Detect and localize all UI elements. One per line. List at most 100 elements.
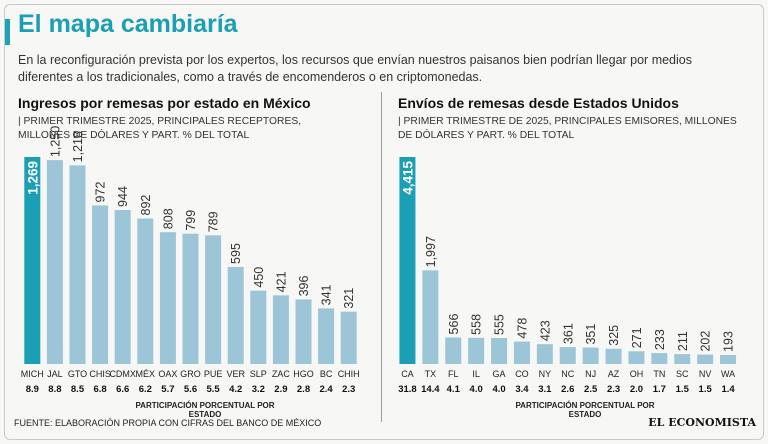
- right-bar-ny: [536, 344, 553, 364]
- left-category-label: GTO: [68, 369, 87, 379]
- right-bar-nc: [559, 347, 576, 364]
- left-bar-jal: [46, 160, 63, 364]
- right-value-label: 361: [561, 323, 575, 344]
- left-value-label: 341: [320, 284, 334, 305]
- left-bar-hgo: [295, 299, 312, 364]
- right-share-label: 4.0: [492, 384, 505, 395]
- left-share-label: 3.2: [252, 384, 265, 395]
- left-value-label: 972: [94, 182, 108, 203]
- left-share-label: 4.2: [229, 384, 242, 395]
- right-bar-ga: [491, 337, 508, 364]
- right-bar-il: [468, 337, 485, 364]
- page-title: El mapa cambiaría: [18, 10, 238, 38]
- right-bar-wa: [720, 354, 737, 364]
- left-value-label: 595: [229, 243, 243, 264]
- right-value-label: 202: [699, 331, 713, 352]
- publisher-logo: EL ECONOMISTA: [648, 416, 756, 429]
- left-bar-oax: [159, 232, 176, 364]
- right-bar-oh: [628, 351, 645, 364]
- right-bar-sc: [674, 354, 691, 364]
- right-share-label: 3.4: [515, 384, 529, 395]
- right-category-label: OH: [630, 369, 644, 379]
- left-bar-pue: [205, 235, 222, 364]
- left-share-label: 5.6: [184, 384, 197, 395]
- intro-paragraph: En la reconfiguración prevista por los e…: [18, 53, 692, 84]
- left-share-label: 8.5: [71, 384, 85, 395]
- left-category-label: MICH: [21, 369, 44, 379]
- source-note: FUENTE: ELABORACIÓN PROPIA CON CIFRAS DE…: [14, 418, 322, 428]
- right-share-label: 14.4: [421, 384, 440, 395]
- left-share-label: 8.9: [26, 384, 39, 395]
- right-share-label: 2.5: [584, 384, 598, 395]
- right-category-label: CO: [515, 369, 529, 379]
- right-bar-chart: 4,415 CA 31.8 1,997 TX 14.4 566 FL 4.1 558 IL 4.0 55…: [398, 157, 737, 395]
- right-share-label: 2.3: [607, 384, 620, 395]
- left-category-label: CHIH: [338, 369, 360, 379]
- left-share-label: 6.8: [93, 384, 106, 395]
- left-value-label: 396: [297, 276, 311, 297]
- left-share-label: 8.8: [48, 384, 61, 395]
- right-category-label: TN: [653, 369, 665, 379]
- right-category-label: NC: [561, 369, 574, 379]
- right-category-label: TX: [425, 369, 437, 379]
- right-bar-nv: [697, 354, 714, 364]
- left-category-label: CHIS: [89, 369, 111, 379]
- right-value-label: 211: [676, 331, 690, 351]
- right-axis-caption: PARTICIPACIÓN PORCENTUAL POR ESTADO: [515, 401, 655, 419]
- left-chart-subtitle: | PRIMER TRIMESTRE 2025, PRINCIPALES REC…: [18, 116, 302, 141]
- right-category-label: IL: [472, 369, 480, 379]
- left-share-label: 5.7: [161, 384, 174, 395]
- right-bar-ca: [399, 157, 416, 364]
- right-share-label: 3.1: [538, 384, 552, 395]
- left-value-label: 799: [184, 210, 198, 231]
- left-category-label: SLP: [250, 369, 267, 379]
- right-share-label: 2.0: [630, 384, 643, 395]
- left-value-label: 1,250: [48, 126, 62, 157]
- right-value-label: 271: [630, 327, 644, 348]
- left-category-label: HGO: [293, 369, 314, 379]
- title-accent-bar: [5, 19, 10, 45]
- left-bar-cdmx: [114, 210, 131, 364]
- right-category-label: NJ: [585, 369, 596, 379]
- left-value-label: 1,269: [25, 161, 40, 195]
- right-category-label: NY: [539, 369, 552, 379]
- left-category-label: JAL: [47, 369, 63, 379]
- right-bar-tn: [651, 353, 668, 364]
- left-value-label: 1,218: [71, 131, 85, 162]
- right-category-label: FL: [448, 369, 459, 379]
- left-value-label: 789: [207, 211, 221, 232]
- left-bar-méx: [137, 218, 154, 364]
- right-share-label: 31.8: [398, 384, 417, 395]
- right-bar-tx: [422, 270, 439, 364]
- left-bar-gto: [69, 165, 86, 364]
- right-category-label: AZ: [608, 369, 620, 379]
- left-bar-ver: [227, 266, 244, 364]
- left-category-label: ZAC: [272, 369, 291, 379]
- left-bar-chis: [92, 205, 109, 364]
- right-value-label: 423: [538, 320, 552, 341]
- left-category-label: VER: [226, 369, 245, 379]
- right-bar-az: [605, 348, 622, 364]
- right-value-label: 233: [653, 329, 667, 350]
- left-bar-zac: [272, 295, 289, 364]
- left-category-label: MÉX: [136, 369, 156, 379]
- right-category-label: WA: [721, 369, 735, 379]
- right-share-label: 4.1: [447, 384, 461, 395]
- left-value-label: 892: [139, 195, 153, 216]
- left-share-label: 2.4: [319, 384, 333, 395]
- left-share-label: 2.3: [342, 384, 355, 395]
- left-share-label: 2.9: [274, 384, 287, 395]
- left-value-label: 450: [252, 267, 266, 288]
- left-bar-mich: [24, 157, 41, 364]
- right-category-label: CA: [401, 369, 414, 379]
- right-value-label: 558: [470, 314, 484, 335]
- right-value-label: 555: [493, 314, 507, 335]
- right-value-label: 193: [722, 331, 736, 352]
- right-value-label: 566: [447, 314, 461, 335]
- left-category-label: CDMX: [109, 369, 136, 379]
- left-value-label: 421: [274, 271, 288, 292]
- right-share-label: 4.0: [470, 384, 483, 395]
- right-chart-title: Envíos de remesas desde Estados Unidos: [398, 95, 679, 111]
- right-share-label: 2.6: [561, 384, 574, 395]
- left-bar-gro: [182, 233, 199, 364]
